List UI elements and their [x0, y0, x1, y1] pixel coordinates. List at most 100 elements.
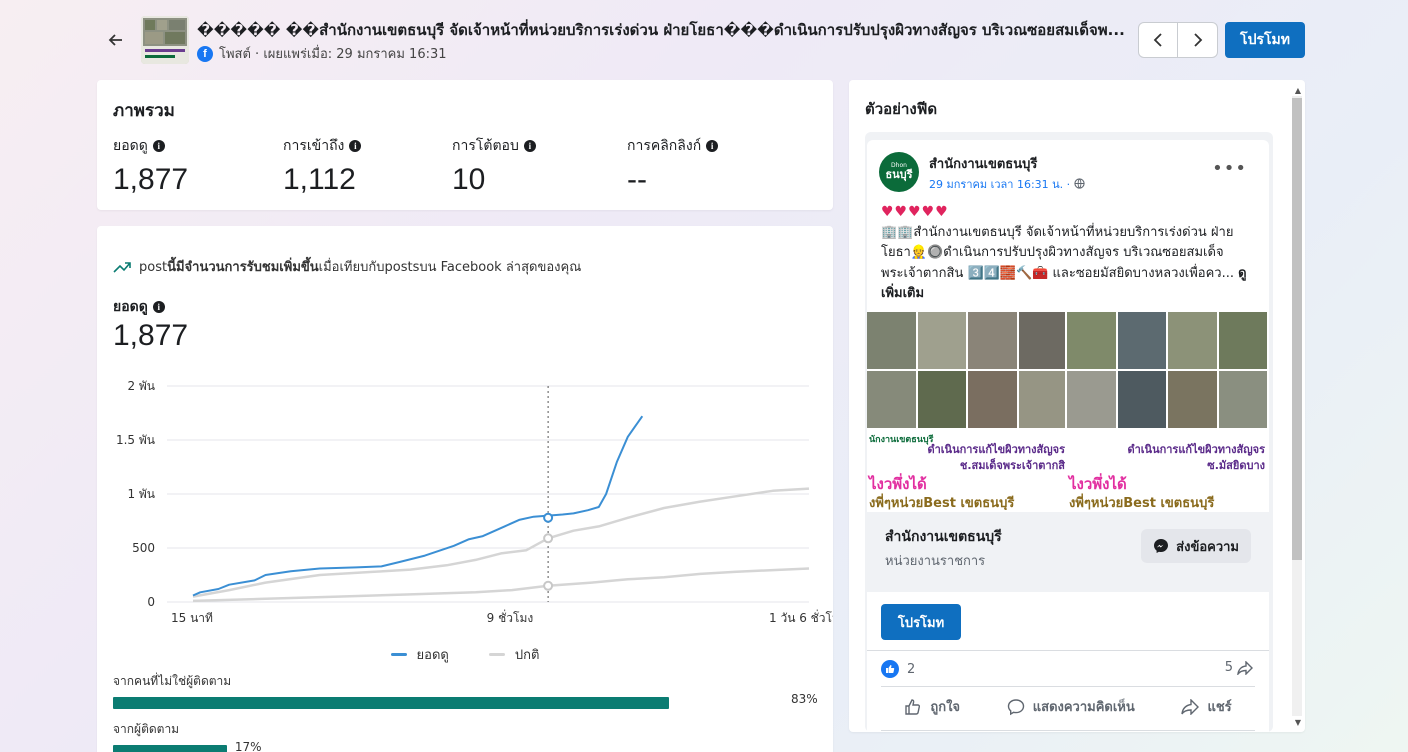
next-post-button[interactable] — [1178, 22, 1218, 58]
breakdown-label: จากผู้ติดตาม — [113, 722, 180, 736]
feed-preview-title: ตัวอย่างฟีด — [865, 100, 938, 118]
info-icon[interactable]: i — [152, 140, 165, 152]
caption-line: งพี่ๆหน่วยBest เขตธนบุรี — [1069, 496, 1215, 510]
trend-summary: postนี้มีจำนวนการรับชมเพิ่มขึ้นเมื่อเทีย… — [113, 256, 581, 277]
post-image[interactable]: นักงานเขตธนบุรี ดำเนินการแก้ไขผิวทางสัญจ… — [867, 312, 1269, 510]
post-body-text: 🏢🏢สำนักงานเขตธนบุรี จัดเจ้าหน้าที่หน่วยบ… — [881, 224, 1234, 281]
post-title: ����� ��สำนักงานเขตธนบุรี จัดเจ้าหน้าที่… — [197, 21, 1125, 39]
legend-item-typical[interactable]: ปกติ — [488, 644, 540, 665]
feed-preview-card: ตัวอย่างฟีด ▲ ▼ Dhon ธนบุรี สำนักงานเขตธ… — [849, 80, 1305, 732]
trend-prefix: post — [139, 260, 168, 275]
reaction-count[interactable]: 2 — [881, 660, 915, 678]
feed-promote-button[interactable]: โปรโมท — [881, 604, 961, 640]
share-arrow-icon — [1181, 698, 1200, 715]
metric-engagement: การโต้ตอบ i 10 — [452, 135, 536, 197]
share-action-label: แชร์ — [1207, 700, 1232, 715]
metric-value: 10 — [452, 163, 486, 196]
info-icon[interactable]: i — [349, 140, 362, 152]
page-avatar[interactable]: Dhon ธนบุรี — [879, 152, 919, 192]
scroll-down-icon[interactable]: ▼ — [1294, 718, 1301, 727]
share-count-value: 5 — [1224, 660, 1233, 675]
like-action-button[interactable]: ถูกใจ — [904, 696, 960, 717]
post-navigation — [1138, 22, 1218, 58]
caption-line: ช.สมเด็จพระเจ้าตากสิ — [959, 459, 1065, 472]
marker-point — [543, 512, 554, 523]
breakdown-followers: จากผู้ติดตาม 17% — [113, 720, 819, 752]
y-tick-label: 1.5 พัน — [116, 433, 155, 447]
top-header: ����� ��สำนักงานเขตธนบุรี จัดเจ้าหน้าที่… — [0, 0, 1408, 76]
see-more-link[interactable]: ดูเพิ่มเติม — [881, 265, 1247, 302]
caption-line: ดำเนินการแก้ไขผิวทางสัญจร — [927, 443, 1065, 456]
breakdown-label: จากคนที่ไม่ใช่ผู้ติดตาม — [113, 674, 232, 688]
photo-collage — [867, 312, 1065, 428]
post-thumbnail — [141, 16, 189, 64]
trend-suffix: เมื่อเทียบกับpostsบน Facebook ล่าสุดของค… — [318, 260, 582, 275]
share-count[interactable]: 5 — [1225, 660, 1253, 675]
legend-swatch — [488, 653, 505, 656]
globe-icon — [1074, 178, 1085, 189]
scroll-up-icon[interactable]: ▲ — [1294, 86, 1301, 95]
arrow-left-icon — [108, 34, 122, 46]
y-tick-label: 500 — [132, 541, 155, 555]
caption-line: ดำเนินการแก้ไขผิวทางสัญจร — [1127, 443, 1265, 456]
breakdown-bar-fill — [113, 697, 670, 709]
send-message-button[interactable]: ส่งข้อความ — [1141, 529, 1251, 563]
views-label-text: ยอดดู — [113, 299, 148, 315]
views-label: ยอดดู i — [113, 296, 165, 318]
legend-label: ปกติ — [514, 648, 540, 663]
legend-label: ยอดดู — [416, 648, 449, 663]
scrollbar-thumb[interactable] — [1292, 98, 1302, 560]
promote-button[interactable]: โปรโมท — [1225, 22, 1305, 58]
messenger-icon — [1154, 539, 1169, 553]
info-icon[interactable]: i — [523, 140, 536, 152]
legend-swatch — [390, 653, 407, 656]
metric-value: -- — [627, 163, 647, 196]
post-meta: f โพสต์ · เผยแพร่เมื่อ: 29 มกราคม 16:31 — [197, 43, 447, 64]
page-name[interactable]: สำนักงานเขตธนบุรี — [929, 157, 1038, 172]
like-count: 2 — [907, 661, 916, 677]
comment-icon — [1007, 698, 1024, 715]
like-action-label: ถูกใจ — [930, 700, 961, 715]
y-tick-label: 1 พัน — [127, 487, 155, 501]
post-date[interactable]: 29 มกราคม เวลา 16:31 น. · — [929, 175, 1085, 193]
metric-value: 1,877 — [113, 163, 189, 196]
divider — [881, 686, 1255, 687]
metric-reach: การเข้าถึง i 1,112 — [283, 135, 362, 197]
metric-label: การโต้ตอบ — [452, 138, 519, 154]
share-action-button[interactable]: แชร์ — [1181, 696, 1232, 717]
metric-views: ยอดดู i 1,877 — [113, 135, 188, 197]
overview-title: ภาพรวม — [113, 101, 175, 121]
views-value: 1,877 — [113, 319, 189, 352]
x-tick-label: 9 ชั่วโมง — [487, 609, 534, 625]
page-info-row: สำนักงานเขตธนบุรี หน่วยงานราชการ ส่งข้อค… — [867, 512, 1269, 592]
more-options-icon[interactable]: ••• — [1212, 158, 1247, 179]
post-text: ♥♥♥♥♥ 🏢🏢สำนักงานเขตธนบุรี จัดเจ้าหน้าที่… — [881, 202, 1261, 305]
facebook-icon: f — [197, 45, 213, 62]
info-icon[interactable]: i — [706, 140, 719, 152]
breakdown-non-followers: จากคนที่ไม่ใช่ผู้ติดตาม 83% — [113, 672, 819, 709]
divider — [867, 650, 1269, 651]
series-line — [192, 487, 810, 598]
legend-item-views[interactable]: ยอดดู — [390, 644, 449, 665]
marker-point — [543, 533, 554, 544]
info-icon[interactable]: i — [152, 301, 165, 313]
comment-action-button[interactable]: แสดงความคิดเห็น — [1007, 696, 1135, 717]
page-category: หน่วยงานราชการ — [885, 554, 986, 569]
back-button[interactable] — [104, 28, 128, 52]
metric-value: 1,112 — [283, 163, 356, 196]
photo-collage — [1067, 312, 1267, 428]
breakdown-bar-track — [113, 745, 783, 752]
page-row-name[interactable]: สำนักงานเขตธนบุรี — [885, 529, 1002, 545]
metric-label: การเข้าถึง — [283, 138, 345, 154]
series-line — [192, 567, 810, 603]
thumbs-up-icon — [905, 698, 921, 715]
x-tick-label: 1 วัน 6 ชั่วโมง — [769, 609, 833, 625]
feed-post-body: Dhon ธนบุรี สำนักงานเขตธนบุรี 29 มกราคม … — [867, 140, 1269, 732]
comment-action-label: แสดงความคิดเห็น — [1032, 700, 1135, 715]
caption-line: ซ.มัสยิดบาง — [1207, 459, 1265, 472]
caption-line: นักงานเขตธนบุรี — [869, 435, 934, 445]
caption-line: งพี่ๆหน่วยBest เขตธนบุรี — [869, 496, 1015, 510]
previous-post-button[interactable] — [1138, 22, 1178, 58]
views-line-chart[interactable]: 0 500 1 พัน 1.5 พัน 2 พัน 15 นาที 9 ชั่วโมง 1 ว… — [97, 376, 833, 626]
series-line — [192, 415, 644, 597]
